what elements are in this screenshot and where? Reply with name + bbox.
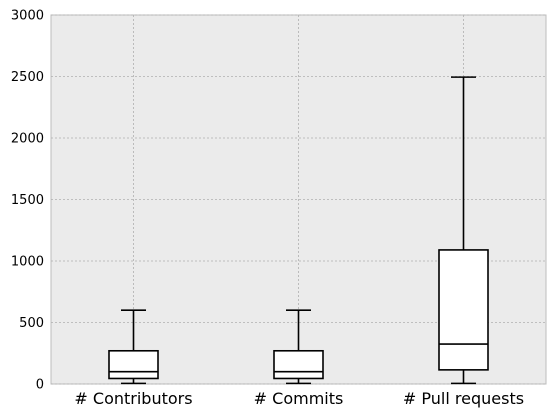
x-category-label: # Contributors bbox=[74, 389, 192, 408]
y-tick-label: 3000 bbox=[11, 9, 44, 24]
y-tick-label: 500 bbox=[19, 316, 44, 331]
interquartile-box bbox=[438, 249, 489, 371]
box-2 bbox=[273, 309, 324, 385]
y-tick-label: 2500 bbox=[11, 70, 44, 85]
x-category-label: # Commits bbox=[254, 389, 344, 408]
interquartile-box bbox=[108, 349, 159, 380]
y-tick-label: 1500 bbox=[11, 193, 44, 208]
interquartile-box bbox=[273, 349, 324, 380]
box-3 bbox=[438, 76, 489, 385]
y-tick-label: 1000 bbox=[11, 255, 44, 270]
boxes bbox=[108, 76, 489, 385]
y-tick-label: 0 bbox=[36, 378, 44, 393]
y-tick-label: 2000 bbox=[11, 132, 44, 147]
x-axis-category-labels: # Contributors # Commits # Pull requests bbox=[74, 389, 524, 408]
y-axis-ticks: 0 500 1000 1500 2000 2500 3000 bbox=[11, 9, 44, 393]
box-1 bbox=[108, 309, 159, 385]
x-category-label: # Pull requests bbox=[403, 389, 524, 408]
